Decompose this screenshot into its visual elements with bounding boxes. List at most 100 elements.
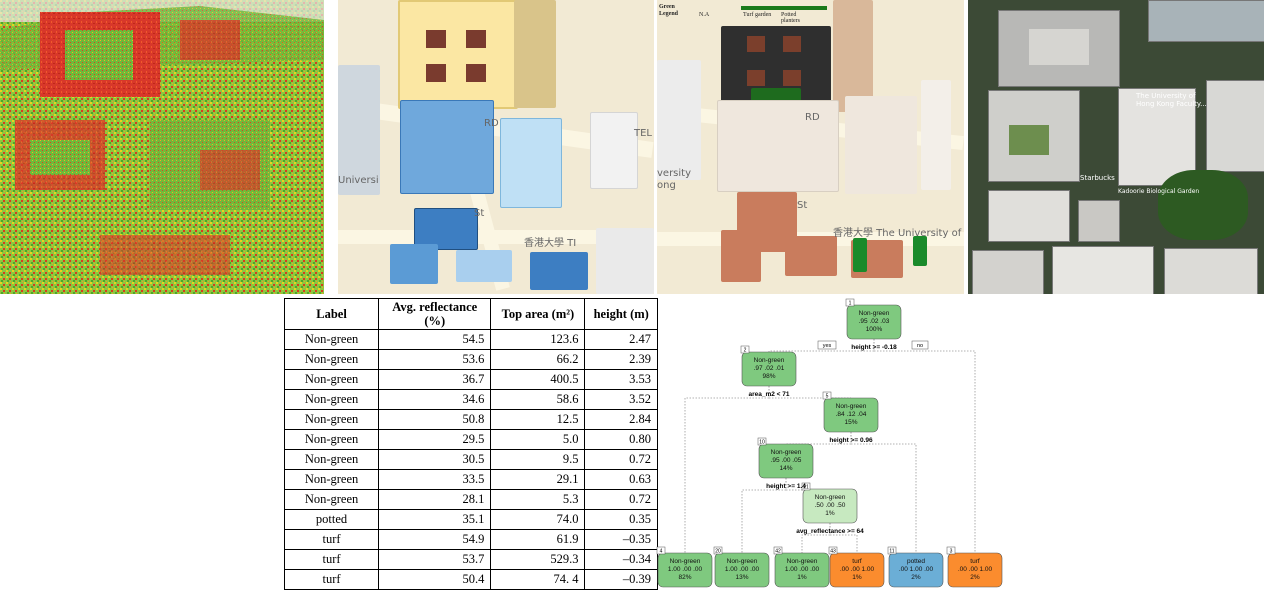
point-cloud-image <box>0 0 324 294</box>
cell-top-area: 12.5 <box>490 409 586 430</box>
table-row: Non-green 53.6 66.2 2.39 <box>283 349 658 370</box>
cell-height: –0.39 <box>584 569 658 590</box>
tree-node-id: 2 <box>744 348 747 354</box>
cell-reflectance: 34.6 <box>378 389 492 410</box>
building-blue <box>400 100 494 194</box>
cell-reflectance: 28.1 <box>378 489 492 510</box>
building-lightblue <box>500 118 562 208</box>
tree-edge <box>684 386 770 553</box>
building <box>1052 246 1154 294</box>
tree-node-id-box <box>773 546 783 555</box>
cell-label: Non-green <box>283 369 380 390</box>
tree-node-id: 3 <box>950 549 953 555</box>
cell-label: potted <box>283 509 380 530</box>
cell-height: 3.52 <box>584 389 658 410</box>
tree-node-id-box <box>828 546 838 555</box>
tree-node-id-box <box>757 437 767 446</box>
cell-reflectance: 35.1 <box>378 509 492 530</box>
aerial-label-garden: Kadoorie Biological Garden <box>1118 188 1200 195</box>
tree-node-box <box>741 351 797 387</box>
tree-node-pct: 1% <box>852 574 862 581</box>
tree-node-cls: Non-green <box>859 310 890 317</box>
tree-node-id-box <box>740 345 750 354</box>
building-blue <box>390 244 438 284</box>
tree-node-probs: 1.00 .00 .00 <box>785 566 820 573</box>
header-top-area: Top area (m²) <box>490 298 586 330</box>
building-brown <box>785 236 837 276</box>
building <box>988 190 1070 242</box>
no-tag: no <box>917 343 923 349</box>
cell-label: Non-green <box>283 329 380 350</box>
building <box>590 112 638 189</box>
tree-node-id: 4 <box>660 549 663 555</box>
tree-split-label: avg_reflectance >= 64 <box>796 528 864 535</box>
building <box>998 10 1120 87</box>
trees <box>1158 170 1248 240</box>
tree-node-pct: 1% <box>825 510 835 517</box>
tree-split-label: area_m2 < 71 <box>748 391 789 398</box>
yes-tag-box <box>817 340 837 350</box>
tree-node-box <box>802 488 858 524</box>
tree-node-id-box <box>845 298 855 307</box>
building-blue <box>414 208 478 250</box>
cell-label: Non-green <box>283 389 380 410</box>
header-label: Label <box>283 298 380 330</box>
tree-node-id-box <box>656 546 666 555</box>
cell-top-area: 58.6 <box>490 389 586 410</box>
tree-node-cls: Non-green <box>771 449 802 456</box>
building <box>657 60 701 180</box>
tree-node-id-box <box>887 546 897 555</box>
cell-reflectance: 50.8 <box>378 409 492 430</box>
tree-node-box <box>714 552 770 588</box>
tree-node-id: 21 <box>803 485 809 491</box>
tree-node-id: 20 <box>715 549 721 555</box>
tree-node-cls: Non-green <box>787 558 818 565</box>
tree-node-pct: 100% <box>866 326 883 333</box>
cell-top-area: 5.3 <box>490 489 586 510</box>
tree-node-probs: .00 1.00 .00 <box>899 566 934 573</box>
cell-height: 0.63 <box>584 469 658 490</box>
tree-node-box <box>829 552 885 588</box>
tree-node-pct: 14% <box>779 465 792 472</box>
tree-node-probs: .97 .02 .01 <box>754 365 785 372</box>
yes-tag: yes <box>823 343 832 349</box>
tree-node-pct: 2% <box>970 574 980 581</box>
tree-node-probs: 1.00 .00 .00 <box>668 566 703 573</box>
tree-node-pct: 13% <box>735 574 748 581</box>
cell-height: 2.84 <box>584 409 658 430</box>
tree-node-probs: .00 .00 1.00 <box>958 566 993 573</box>
table-row: Non-green 34.6 58.6 3.52 <box>283 389 658 410</box>
tree-node-cls: Non-green <box>754 357 785 364</box>
cell-reflectance: 29.5 <box>378 429 492 450</box>
cell-top-area: 123.6 <box>490 329 586 350</box>
tree-node-probs: .84 .12 .04 <box>836 411 867 418</box>
legend-na: N.A <box>699 12 710 18</box>
cell-height: 0.72 <box>584 449 658 470</box>
tree-node: 11 potted.00 1.00 .002% <box>887 546 944 588</box>
building <box>845 96 917 194</box>
tree-node-id-box <box>822 391 832 400</box>
tree-edge <box>873 339 976 553</box>
cell-label: Non-green <box>283 429 380 450</box>
tree-node-box <box>774 552 830 588</box>
cell-label: turf <box>283 569 380 590</box>
building <box>1118 88 1196 186</box>
tree-node-probs: .95 .02 .03 <box>859 318 890 325</box>
map-label-versity: Universi <box>338 175 379 186</box>
building <box>833 0 873 112</box>
cell-top-area: 74.0 <box>490 509 586 530</box>
aerial-label-hku: The University of Hong Kong Faculty... <box>1136 92 1207 108</box>
map-label-ong: ong <box>657 180 676 191</box>
building <box>972 250 1044 294</box>
tree-node-id: 10 <box>759 440 765 446</box>
map-label-university: 香港大學 The University of Hong <box>833 228 964 239</box>
tree-node-probs: .50 .00 .50 <box>815 502 846 509</box>
cell-height: 0.72 <box>584 489 658 510</box>
tree-node-pct: 1% <box>797 574 807 581</box>
map-label-rd: RD <box>484 118 499 129</box>
cell-reflectance: 54.5 <box>378 329 492 350</box>
